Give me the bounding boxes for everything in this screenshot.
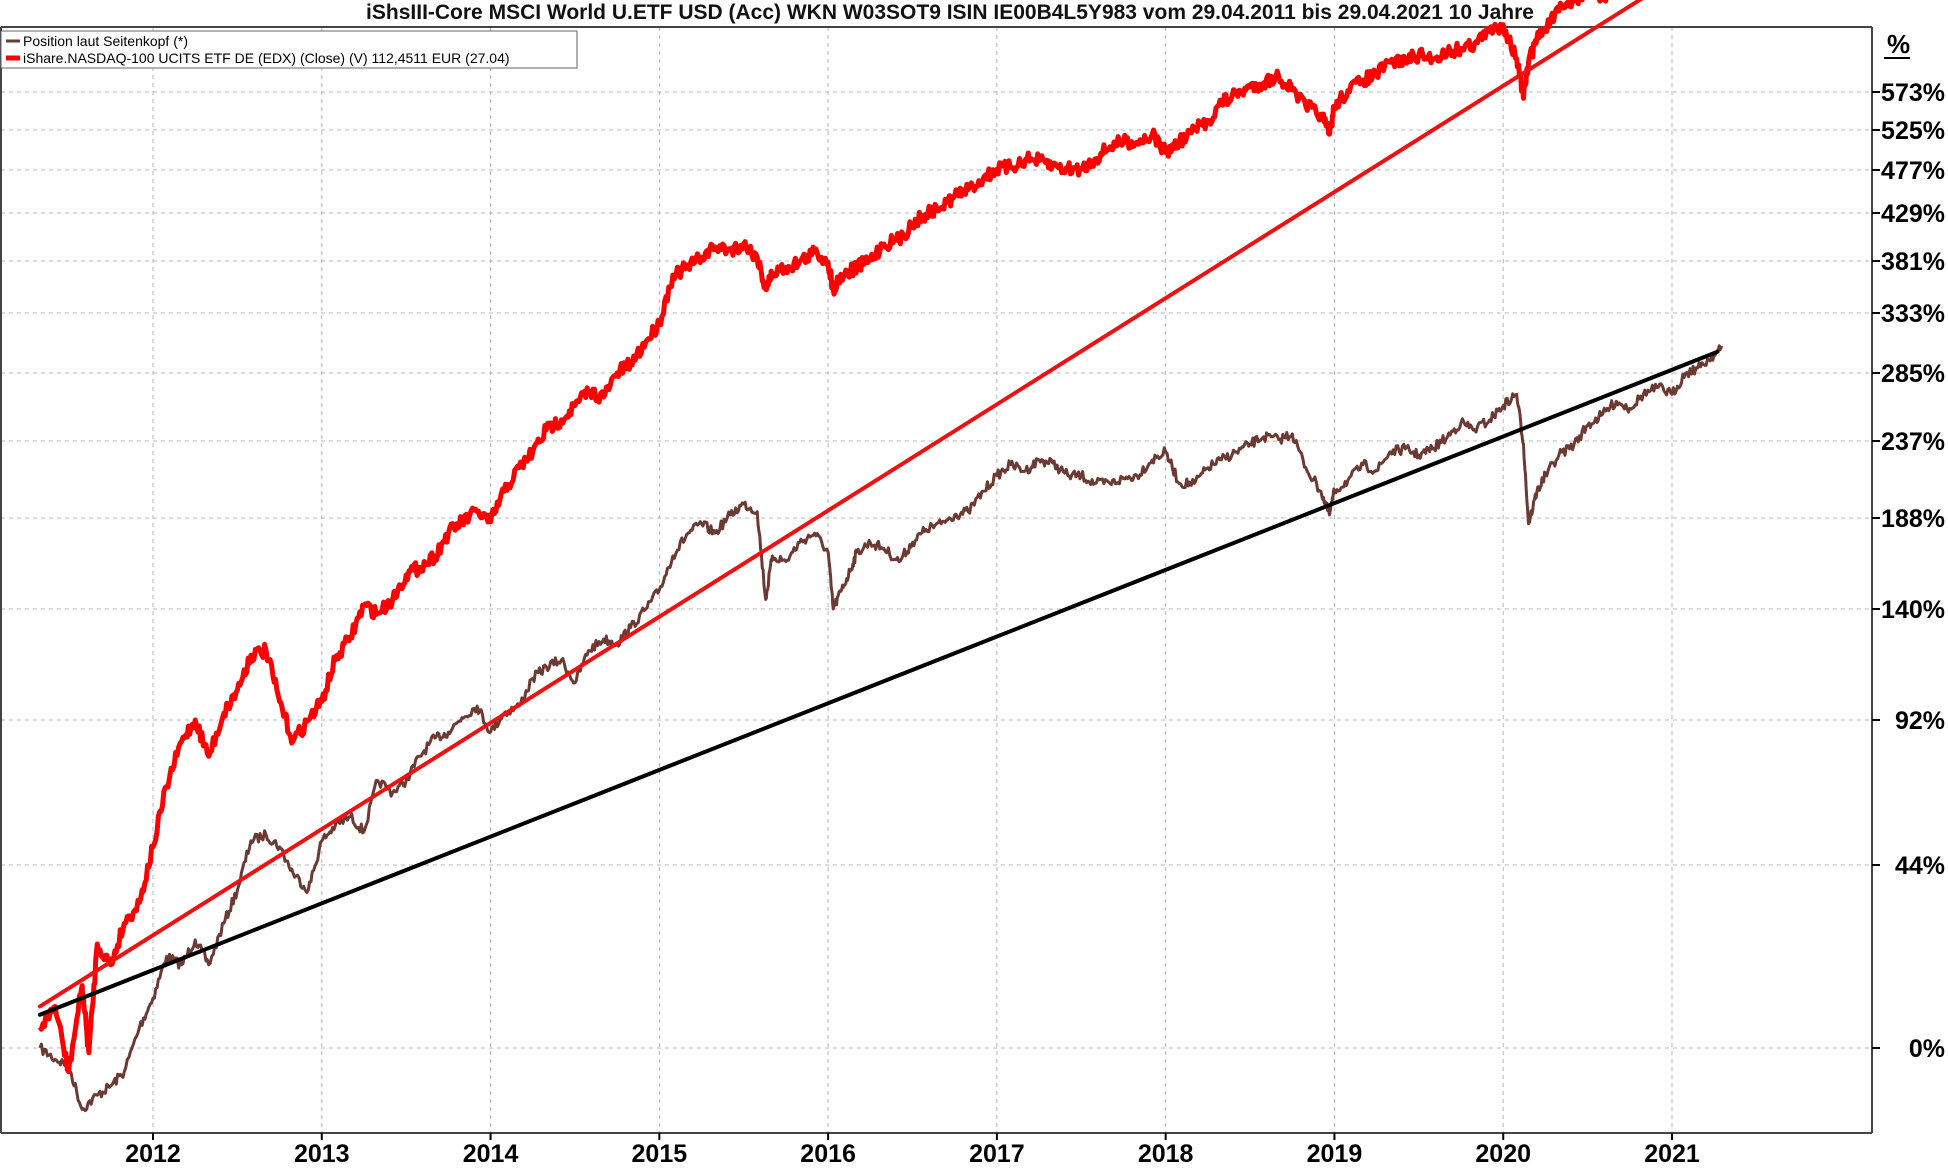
y-tick-label: 285% — [1881, 360, 1945, 388]
x-tick-label: 2015 — [632, 1140, 688, 1168]
y-tick-label: 92% — [1895, 707, 1945, 735]
x-tick-label: 2017 — [969, 1140, 1025, 1168]
x-tick-label: 2016 — [800, 1140, 856, 1168]
chart-title: iShsIII-Core MSCI World U.ETF USD (Acc) … — [366, 1, 1534, 24]
y-axis-unit: % — [1887, 29, 1910, 59]
y-tick-label: 0% — [1909, 1035, 1945, 1063]
x-tick-label: 2018 — [1138, 1140, 1194, 1168]
y-tick-label: 381% — [1881, 248, 1945, 276]
trendline-nasdaq — [37, 0, 1644, 1009]
legend-box — [0, 30, 578, 69]
series-line-nasdaq — [37, 0, 1609, 1075]
legend: Position laut Seitenkopf (*) iShare.NASD… — [0, 30, 578, 69]
trendline-world — [37, 349, 1720, 1017]
series-lines — [37, 0, 1724, 1113]
x-tick-label: 2020 — [1475, 1140, 1531, 1168]
x-axis-ticks: 2012 2013 2014 2015 2016 2017 2018 2019 2020 2021 — [125, 1133, 1700, 1168]
y-tick-label: 525% — [1881, 117, 1945, 145]
grid — [1, 27, 1872, 1133]
series-line-world — [38, 344, 1724, 1113]
x-tick-label: 2019 — [1307, 1140, 1363, 1168]
x-tick-label: 2021 — [1644, 1140, 1700, 1168]
y-axis-ticks: 0% 44% 92% 140% 188% 237% 285% 333% 381% 429% 477%… — [1872, 79, 1945, 1063]
y-tick-label: 429% — [1881, 200, 1945, 228]
legend-label-nasdaq: iShare.NASDAQ-100 UCITS ETF DE (EDX) (Cl… — [23, 50, 510, 66]
y-tick-label: 188% — [1881, 505, 1945, 533]
y-tick-label: 477% — [1881, 157, 1945, 185]
x-tick-label: 2014 — [463, 1140, 519, 1168]
x-tick-label: 2012 — [125, 1140, 181, 1168]
y-tick-label: 237% — [1881, 428, 1945, 456]
trendlines — [37, 0, 1720, 1017]
y-tick-label: 573% — [1881, 79, 1945, 107]
y-tick-label: 140% — [1881, 596, 1945, 624]
axes — [0, 26, 1873, 1134]
x-tick-label: 2013 — [294, 1140, 350, 1168]
y-tick-label: 44% — [1895, 852, 1945, 880]
legend-label-world: Position laut Seitenkopf (*) — [23, 33, 188, 49]
y-tick-label: 333% — [1881, 300, 1945, 328]
